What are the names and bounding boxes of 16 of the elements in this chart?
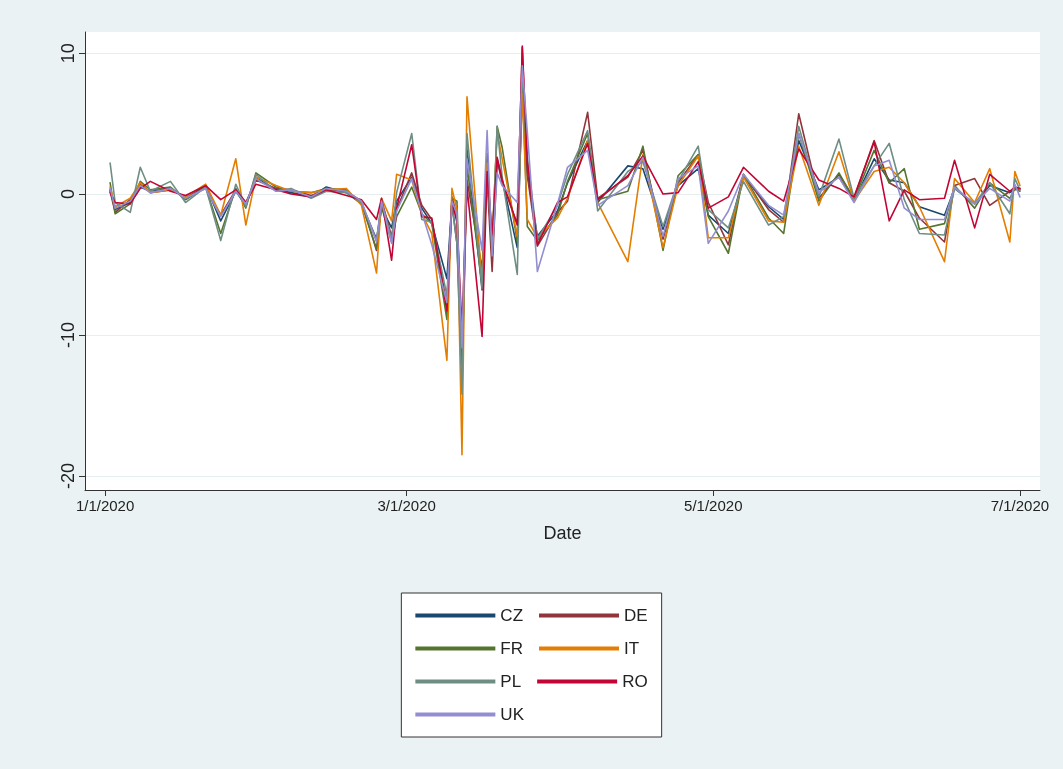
x-tick-label: 7/1/2020: [990, 497, 1050, 514]
legend-label: RO: [622, 672, 648, 691]
y-tick-label: -20: [58, 462, 78, 489]
y-tick-label: 0: [58, 189, 78, 200]
legend-label: PL: [500, 672, 522, 691]
x-axis-title: Date: [543, 523, 582, 543]
x-tick-label: 5/1/2020: [684, 497, 743, 514]
y-tick-label: 10: [58, 43, 78, 64]
legend-label: UK: [500, 705, 525, 724]
legend-label: CZ: [500, 606, 524, 625]
legend-label: IT: [624, 639, 640, 658]
x-tick-label: 1/1/2020: [75, 497, 135, 514]
legend-label: FR: [500, 639, 524, 658]
legend-label: DE: [624, 606, 648, 625]
y-tick-label: -10: [58, 321, 78, 348]
x-tick-label: 3/1/2020: [377, 497, 436, 514]
